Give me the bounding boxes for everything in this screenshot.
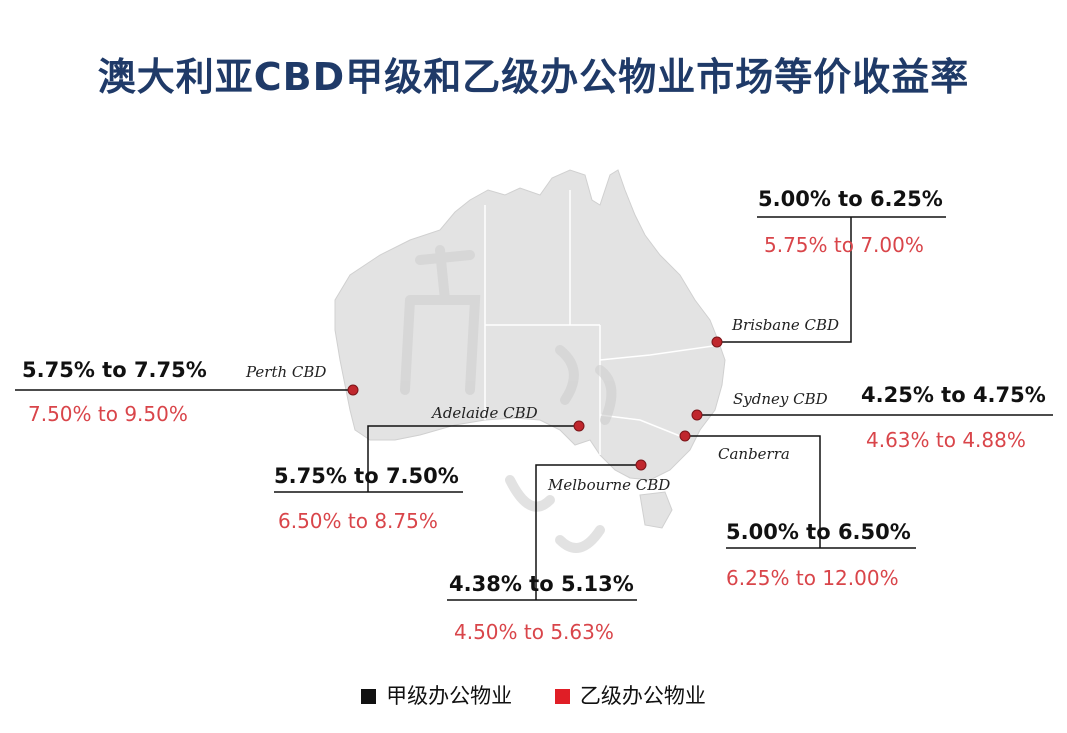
legend: 甲级办公物业 乙级办公物业 [0, 680, 1067, 710]
canberra-grade-b-yield: 6.25% to 12.00% [726, 566, 899, 590]
perth-grade-b-yield: 7.50% to 9.50% [28, 402, 188, 426]
brisbane-grade-a-yield: 5.00% to 6.25% [758, 187, 943, 211]
melbourne-grade-a-yield: 4.38% to 5.13% [449, 572, 634, 596]
melbourne-grade-b-yield: 4.50% to 5.63% [454, 620, 614, 644]
adelaide-grade-a-yield: 5.75% to 7.50% [274, 464, 459, 488]
marker-adelaide [573, 420, 585, 432]
legend-item-grade-b: 乙级办公物业 [554, 680, 706, 710]
city-label-perth: Perth CBD [245, 363, 326, 381]
border-nsw-vic [599, 414, 691, 441]
marker-perth [347, 384, 359, 396]
canberra-grade-a-yield: 5.00% to 6.50% [726, 520, 911, 544]
border-qld-nsw [599, 344, 721, 361]
leader-line-melbourne-connector [535, 464, 641, 600]
leader-lines [15, 216, 1053, 601]
legend-label-grade-a: 甲级办公物业 [386, 684, 513, 708]
marker-canberra [679, 430, 691, 442]
page-title: 澳大利亚CBD甲级和乙级办公物业市场等价收益率 [97, 55, 970, 99]
legend-item-grade-a: 甲级办公物业 [361, 680, 512, 710]
city-label-melbourne: Melbourne CBD [547, 476, 670, 494]
city-markers [347, 336, 723, 471]
city-label-adelaide: Adelaide CBD [430, 404, 538, 422]
legend-label-grade-b: 乙级办公物业 [579, 684, 706, 708]
leader-line-adelaide-connector [367, 425, 579, 492]
marker-brisbane [711, 336, 723, 348]
city-label-canberra: Canberra [718, 445, 790, 463]
sydney-grade-a-yield: 4.25% to 4.75% [861, 383, 1046, 407]
leader-line-canberra [685, 435, 821, 548]
sydney-grade-b-yield: 4.63% to 4.88% [866, 428, 1026, 452]
marker-melbourne [635, 459, 647, 471]
tasmania [639, 491, 673, 529]
legend-swatch-grade-a [361, 689, 377, 704]
perth-grade-a-yield: 5.75% to 7.75% [22, 358, 207, 382]
marker-sydney [691, 409, 703, 421]
watermark [400, 245, 617, 553]
leader-line-brisbane-connector [717, 217, 852, 343]
adelaide-grade-b-yield: 6.50% to 8.75% [278, 509, 438, 533]
city-label-sydney: Sydney CBD [733, 390, 828, 408]
brisbane-grade-b-yield: 5.75% to 7.00% [764, 233, 924, 257]
legend-swatch-grade-b [554, 689, 570, 704]
city-label-brisbane: Brisbane CBD [731, 316, 839, 334]
